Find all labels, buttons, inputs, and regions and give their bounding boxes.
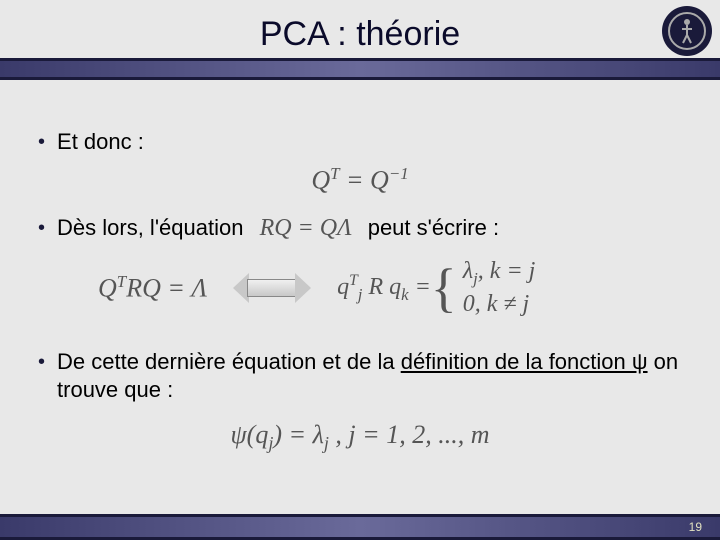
logo-figure-icon xyxy=(678,17,696,45)
slide-title: PCA : théorie xyxy=(260,15,460,54)
logo-ring xyxy=(668,12,706,50)
header-divider xyxy=(0,58,720,540)
university-logo xyxy=(662,6,712,56)
page-number: 19 xyxy=(689,520,702,534)
footer: 19 xyxy=(0,514,720,540)
slide: PCA : théorie • Et donc : QT = Q−1 xyxy=(0,0,720,540)
double-arrow-icon xyxy=(233,273,311,303)
